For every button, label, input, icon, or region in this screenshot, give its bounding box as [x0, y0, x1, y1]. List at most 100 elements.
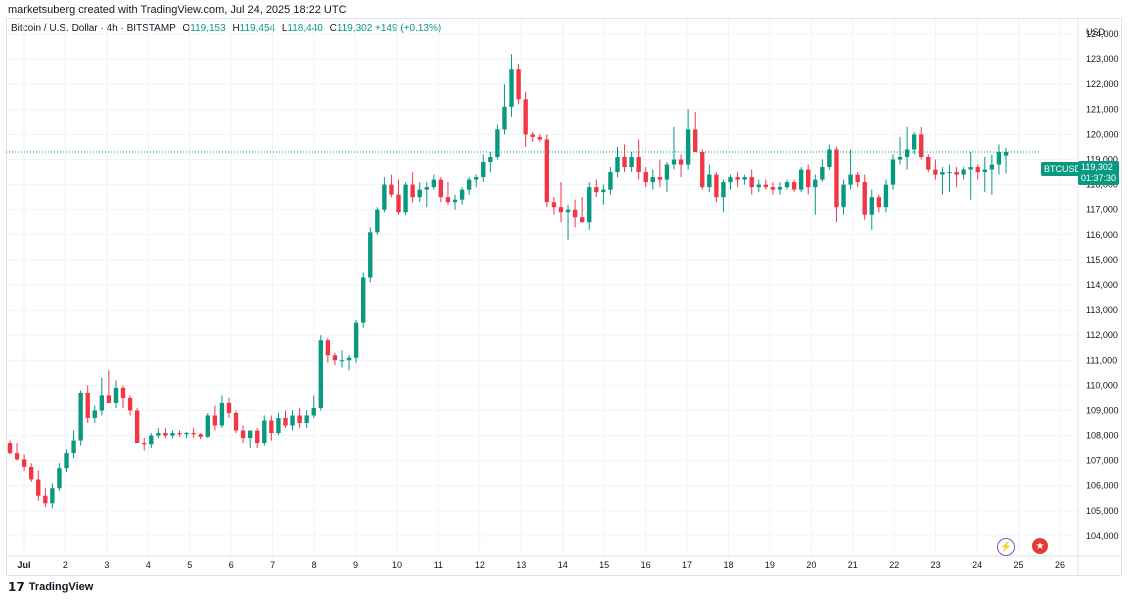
y-tick-label: 123,000: [1086, 54, 1119, 64]
candle-body: [806, 169, 811, 188]
candle-body: [353, 322, 359, 358]
y-tick-label: 110,000: [1086, 380, 1118, 390]
lightning-event-icon[interactable]: ⚡: [997, 538, 1015, 556]
x-tick-label: Jul: [17, 560, 30, 570]
x-tick-label: 25: [1014, 560, 1024, 570]
candle-body: [240, 430, 246, 439]
candle-body: [43, 495, 48, 504]
candle-body: [919, 134, 924, 158]
candle-body: [389, 184, 394, 195]
candle-body: [382, 184, 387, 210]
y-tick-label: 120,000: [1086, 129, 1119, 139]
candle-body: [452, 199, 458, 203]
candle-body: [57, 468, 62, 489]
y-tick-label: 111,000: [1086, 355, 1117, 365]
symbol-description[interactable]: Bitcoin / U.S. Dollar · 4h · BITSTAMP: [11, 23, 176, 34]
candle-body: [156, 433, 161, 436]
candle-body: [572, 209, 578, 218]
candle-body: [269, 420, 274, 434]
candle-body: [247, 430, 253, 439]
currency-label[interactable]: USD: [1086, 27, 1106, 37]
tradingview-logo-icon[interactable]: 𝟭𝟳: [8, 580, 25, 594]
candle-body: [544, 139, 550, 203]
candle-body: [127, 397, 133, 411]
candle-body: [975, 167, 980, 173]
x-tick-label: 23: [931, 560, 941, 570]
candle-body: [1003, 151, 1009, 156]
open-label: O: [182, 23, 191, 34]
candle-body: [629, 157, 634, 168]
y-tick-label: 105,000: [1086, 506, 1119, 516]
candle-body: [481, 162, 486, 178]
candle-body: [474, 177, 479, 180]
candle-body: [21, 459, 27, 467]
y-tick-label: 122,000: [1086, 79, 1119, 89]
x-tick-label: 8: [312, 560, 317, 570]
candle-body: [177, 433, 182, 435]
candle-body: [558, 207, 564, 213]
y-tick-label: 109,000: [1086, 405, 1119, 415]
x-tick-label: 3: [104, 560, 109, 570]
open-value: 119,153: [190, 23, 226, 34]
candle-body: [813, 179, 818, 188]
candle-body: [657, 177, 663, 180]
candle-body: [396, 194, 401, 213]
candle-body: [777, 187, 783, 190]
candle-body: [198, 434, 203, 437]
low-label: L: [281, 23, 288, 34]
candle-body: [650, 177, 655, 183]
candle-body: [904, 149, 910, 158]
candle-body: [855, 174, 860, 183]
candle-body: [71, 440, 76, 454]
candle-body: [290, 415, 295, 426]
candle-body: [212, 415, 218, 426]
x-tick-label: 7: [270, 560, 275, 570]
y-tick-label: 119,000: [1086, 155, 1118, 165]
candle-body: [445, 197, 451, 203]
candle-body: [551, 202, 557, 208]
candle-body: [191, 433, 196, 435]
x-tick-label: 26: [1055, 560, 1065, 570]
x-tick-label: 2: [63, 560, 68, 570]
candle-body: [29, 466, 34, 480]
candle-body: [459, 189, 465, 200]
candle-body: [92, 410, 97, 418]
candle-body: [897, 157, 903, 160]
candle-body: [523, 99, 528, 135]
candle-body: [304, 415, 309, 424]
candle-body: [643, 172, 648, 183]
change-value: +149 (+0.13%): [375, 23, 442, 34]
last-price-badge: 119,302 01:37:30: [1078, 161, 1120, 185]
x-tick-label: 5: [187, 560, 192, 570]
candle-body: [530, 134, 535, 137]
candle-body: [869, 197, 874, 215]
candle-body: [890, 159, 896, 185]
candle-body: [431, 179, 437, 188]
x-tick-label: 21: [848, 560, 858, 570]
footer: 𝟭𝟳 TradingView: [8, 580, 93, 594]
brand-name[interactable]: TradingView: [28, 581, 94, 593]
candle-body: [756, 184, 761, 188]
y-tick-label: 107,000: [1086, 456, 1119, 466]
candle-body: [707, 174, 712, 188]
candle-body: [876, 197, 882, 208]
candle-body: [954, 172, 959, 175]
y-tick-label: 121,000: [1086, 104, 1119, 114]
candle-body: [933, 169, 938, 175]
candle-body: [862, 182, 867, 215]
candle-body: [671, 159, 677, 165]
x-tick-label: 15: [599, 560, 609, 570]
candle-body: [608, 172, 613, 190]
x-tick-label: 24: [972, 560, 982, 570]
close-value: 119,302: [336, 23, 373, 34]
candle-body: [989, 164, 995, 170]
low-value: 118,440: [287, 23, 323, 34]
attribution-text: marketsuberg created with TradingView.co…: [8, 4, 347, 16]
candle-body: [85, 392, 90, 418]
x-tick-label: 18: [723, 560, 733, 570]
x-tick-label: 4: [146, 560, 151, 570]
y-tick-label: 124,000: [1086, 29, 1119, 39]
candle-body: [325, 340, 331, 356]
us-flag-event-icon[interactable]: ★: [1032, 538, 1048, 554]
